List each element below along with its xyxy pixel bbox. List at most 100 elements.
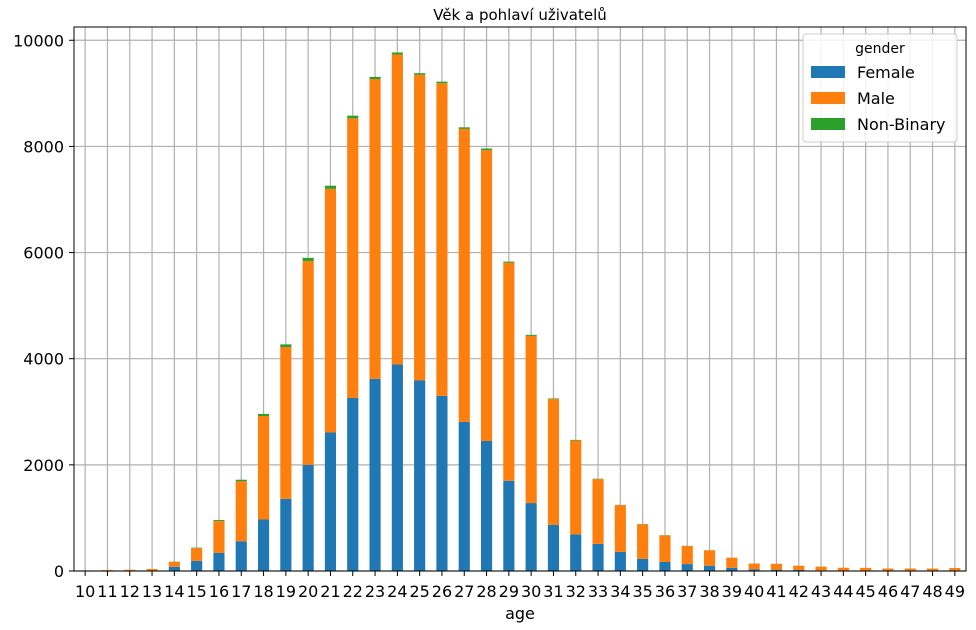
x-tick-label: 39: [722, 582, 742, 601]
bar-male: [302, 261, 314, 465]
legend-box: [802, 33, 958, 143]
bar-male: [703, 550, 716, 566]
bar-non-binary: [503, 261, 515, 263]
bar-female: [570, 534, 582, 571]
bar-non-binary: [436, 81, 448, 84]
bar-male: [882, 568, 894, 571]
bar-male: [770, 563, 783, 570]
bar-male: [414, 74, 426, 381]
bar-non-binary: [235, 479, 247, 482]
bar-female: [436, 395, 448, 571]
bar-male: [124, 569, 136, 571]
x-tick-label: 38: [699, 582, 719, 601]
x-tick-label: 17: [231, 582, 251, 601]
bar-female: [369, 378, 381, 571]
x-tick-label: 13: [142, 582, 162, 601]
bar-non-binary: [213, 520, 225, 522]
x-axis-label: age: [505, 604, 535, 623]
bar-non-binary: [525, 334, 537, 336]
bar-female: [525, 503, 537, 571]
bar-non-binary: [391, 52, 403, 55]
x-tick-label: 40: [744, 582, 764, 601]
bar-female: [391, 364, 403, 571]
x-tick-label: 20: [298, 582, 318, 601]
bar-male: [614, 505, 626, 552]
x-tick-label: 19: [276, 582, 296, 601]
bar-male: [837, 567, 849, 571]
legend-title: gender: [855, 41, 905, 57]
legend-label-male: Male: [857, 89, 895, 108]
bar-non-binary: [458, 127, 470, 129]
x-tick-label: 30: [521, 582, 541, 601]
x-tick-label: 24: [387, 582, 407, 601]
bar-female: [213, 552, 225, 571]
x-tick-label: 27: [454, 582, 474, 601]
bar-non-binary: [191, 547, 203, 549]
bar-female: [235, 541, 247, 571]
bar-male: [191, 548, 203, 561]
x-tick-label: 28: [476, 582, 496, 601]
bars: [79, 52, 961, 571]
bar-female: [748, 569, 760, 571]
x-tick-label: 37: [677, 582, 697, 601]
legend: gender Female Male Non-Binary: [802, 33, 958, 143]
bar-male: [637, 524, 649, 559]
bar-non-binary: [480, 148, 493, 151]
bar-male: [369, 79, 381, 379]
x-tick-label: 22: [343, 582, 363, 601]
bar-female: [703, 565, 716, 571]
bar-male: [793, 565, 805, 570]
bar-female: [637, 558, 649, 571]
bar-male: [324, 188, 337, 433]
y-tick-label: 6000: [23, 244, 64, 263]
bar-non-binary: [280, 344, 292, 348]
x-tick-label: 49: [945, 582, 965, 601]
bar-female: [681, 564, 693, 571]
x-tick-label: 43: [811, 582, 831, 601]
x-axis: 10 11 12 13 14 15 16 17 18 19 20 21 22 23 24 25 26 27 28 29…: [75, 571, 965, 601]
bar-female: [592, 543, 604, 571]
x-tick-label: 12: [120, 582, 140, 601]
bar-female: [480, 440, 493, 571]
bar-male: [525, 335, 537, 504]
bar-female: [793, 569, 805, 571]
bar-female: [257, 519, 270, 571]
bar-non-binary: [547, 398, 560, 400]
bar-female: [168, 566, 180, 571]
bar-female: [347, 397, 359, 571]
bar-male: [213, 521, 225, 553]
y-tick-label: 10000: [13, 31, 64, 50]
x-tick-label: 34: [610, 582, 630, 601]
bar-male: [860, 567, 872, 571]
legend-swatch-female: [811, 66, 845, 78]
bar-male: [280, 347, 292, 499]
bar-male: [949, 568, 961, 571]
x-tick-label: 45: [855, 582, 875, 601]
bar-female: [614, 551, 626, 571]
bar-male: [101, 570, 114, 571]
x-tick-label: 48: [922, 582, 942, 601]
bar-male: [146, 568, 158, 571]
y-axis: 0 2000 4000 6000 8000 10000: [13, 31, 74, 581]
bar-male: [347, 118, 359, 398]
bar-male: [257, 416, 270, 520]
bar-male: [726, 557, 738, 568]
bar-male: [503, 262, 515, 481]
y-tick-label: 2000: [23, 456, 64, 475]
bar-non-binary: [257, 413, 270, 417]
bar-female: [503, 480, 515, 571]
bar-male: [592, 479, 604, 544]
legend-label-non-binary: Non-Binary: [857, 115, 946, 134]
legend-label-female: Female: [857, 63, 915, 82]
bar-male: [235, 481, 247, 542]
bar-female: [458, 421, 470, 571]
x-tick-label: 11: [97, 582, 117, 601]
x-tick-label: 21: [320, 582, 340, 601]
bar-male: [168, 561, 180, 567]
bar-male: [547, 399, 560, 525]
x-tick-label: 33: [588, 582, 608, 601]
bar-male: [436, 83, 448, 396]
legend-swatch-non-binary: [811, 118, 845, 130]
bar-female: [324, 432, 337, 571]
bar-non-binary: [324, 185, 337, 189]
